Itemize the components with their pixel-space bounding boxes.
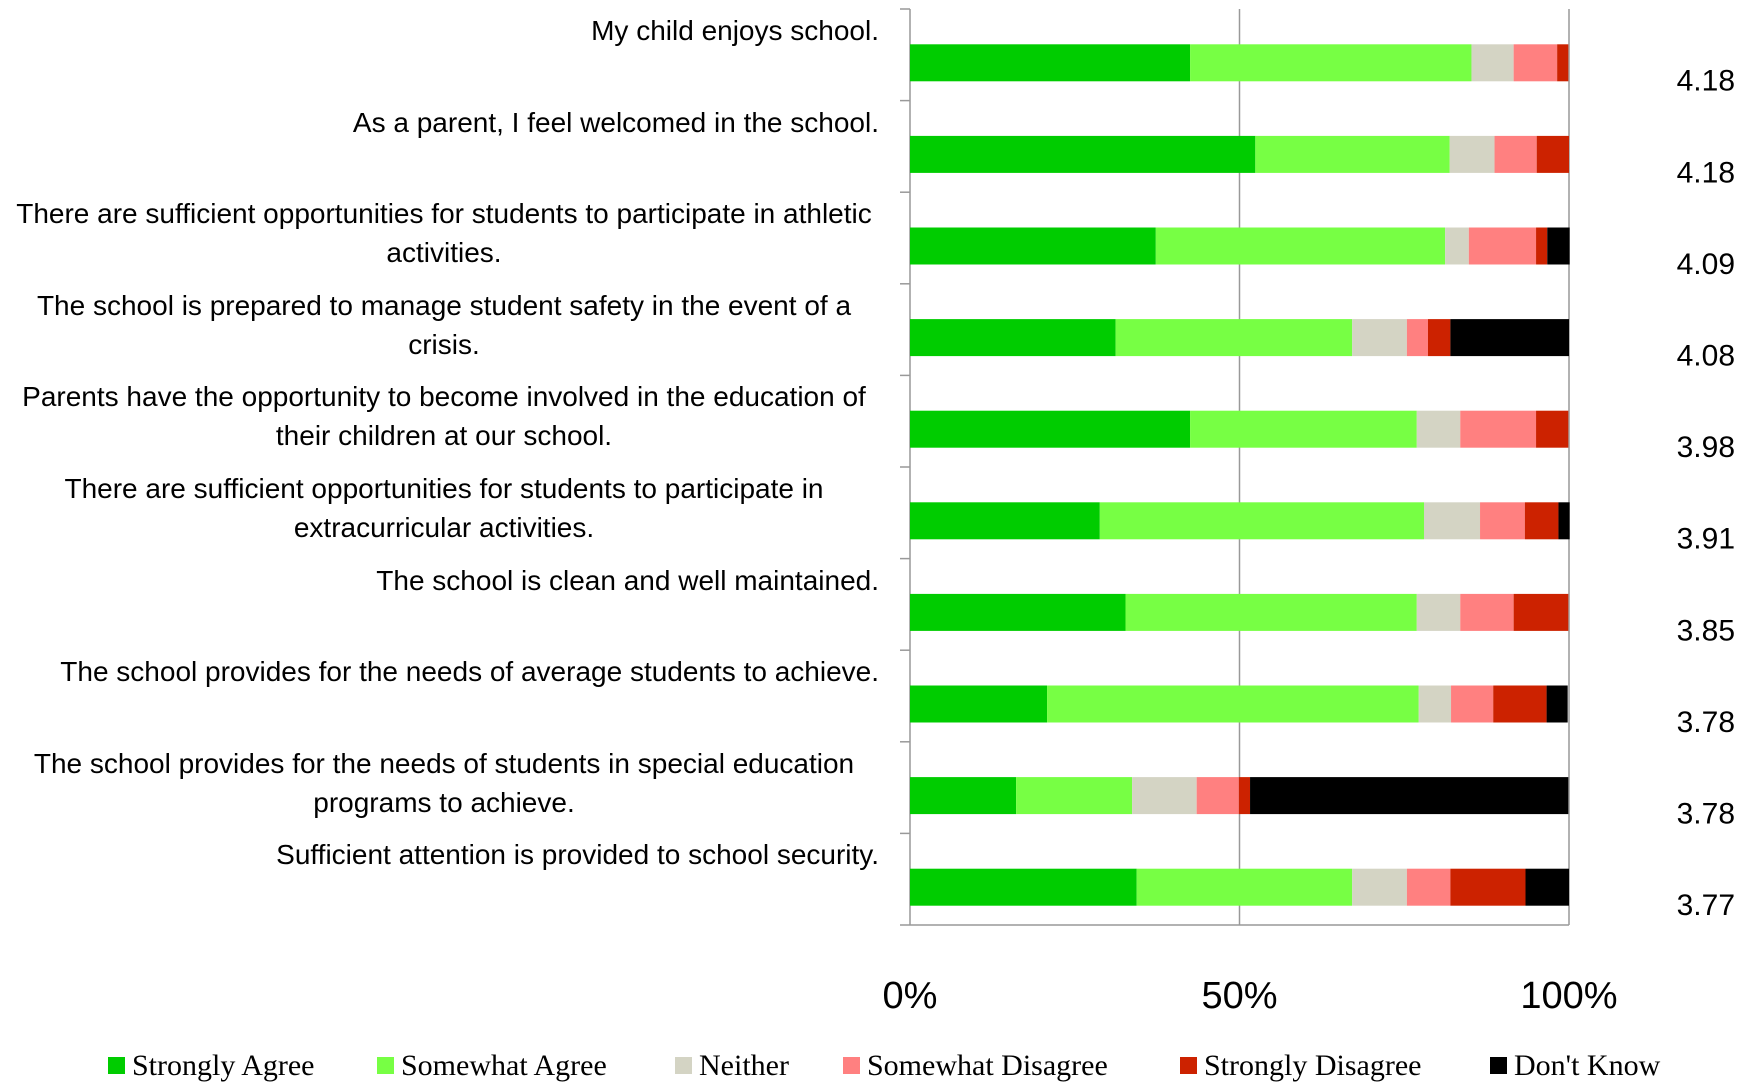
bar-segment	[1460, 593, 1514, 631]
bar-segment	[1480, 502, 1525, 540]
legend-swatch	[1180, 1057, 1197, 1074]
score-label: 3.98	[1677, 431, 1735, 464]
category-label: The school provides for the needs of stu…	[33, 747, 855, 818]
category-label: The school is prepared to manage student…	[36, 289, 852, 360]
bar-segment	[1460, 410, 1537, 448]
bar-segment	[1099, 502, 1425, 540]
bar-segment	[1125, 593, 1417, 631]
bar-segment	[1250, 777, 1569, 815]
bar-segment	[1196, 777, 1239, 815]
legend-swatch	[108, 1057, 125, 1074]
category-label: My child enjoys school.	[591, 15, 879, 46]
bar-segment	[1525, 868, 1569, 906]
bar-segment	[1352, 868, 1407, 906]
legend-swatch	[675, 1057, 692, 1074]
score-label: 4.09	[1677, 248, 1735, 281]
score-label: 3.77	[1677, 889, 1735, 922]
legend-label: Somewhat Agree	[401, 1049, 607, 1082]
bar-segment	[1468, 227, 1537, 265]
category-label: Parents have the opportunity to become i…	[22, 381, 866, 452]
bar-segment	[1445, 227, 1469, 265]
legend-label: Somewhat Disagree	[867, 1049, 1108, 1082]
bar-segment	[1450, 868, 1526, 906]
bar-segment	[910, 868, 1137, 906]
bar-segment	[1047, 685, 1419, 723]
bar-segment	[1424, 502, 1481, 540]
bar-segment	[910, 593, 1126, 631]
x-tick-label: 50%	[1201, 975, 1277, 1017]
bar-segment	[1255, 135, 1450, 173]
bar-segment	[1494, 135, 1537, 173]
bar-segment	[1132, 777, 1197, 815]
bar-segment	[910, 685, 1048, 723]
legend-label: Neither	[699, 1049, 789, 1082]
x-tick-label: 0%	[883, 975, 938, 1017]
score-label: 3.91	[1677, 523, 1735, 556]
bar-segment	[1190, 44, 1472, 82]
bar-segment	[1547, 227, 1570, 265]
bar-segment	[1451, 685, 1494, 723]
score-label: 4.18	[1677, 156, 1735, 189]
bar-segment	[1471, 44, 1514, 82]
legend-swatch	[1490, 1057, 1507, 1074]
score-label: 3.85	[1677, 614, 1735, 647]
x-tick-label: 100%	[1520, 975, 1617, 1017]
bar-segment	[1238, 777, 1251, 815]
legend-label: Don't Know	[1514, 1049, 1661, 1082]
category-label: Sufficient attention is provided to scho…	[276, 839, 879, 871]
bar-segment	[910, 410, 1191, 448]
bar-segment	[1513, 44, 1558, 82]
bar-segment	[1115, 319, 1353, 357]
bar-segment	[1557, 44, 1569, 82]
bar-segment	[1536, 227, 1548, 265]
bar-segment	[1524, 502, 1559, 540]
bar-segment	[1513, 593, 1569, 631]
score-label: 3.78	[1677, 706, 1735, 739]
category-label: The school is clean and well maintained.	[376, 564, 879, 596]
category-label: There are sufficient opportunities for s…	[64, 473, 824, 543]
bar-segment	[1418, 685, 1452, 723]
legend-swatch	[843, 1057, 860, 1074]
score-label: 4.08	[1677, 340, 1735, 373]
score-label: 3.78	[1677, 798, 1735, 831]
bar-segment	[1406, 868, 1451, 906]
bar-segment	[1558, 502, 1570, 540]
category-label: There are sufficient opportunities for s…	[16, 198, 872, 269]
bar-segment	[1016, 777, 1133, 815]
bar-segment	[1546, 685, 1568, 723]
category-label: As a parent, I feel welcomed in the scho…	[352, 106, 879, 138]
bar-segment	[1416, 410, 1461, 448]
bar-segment	[910, 319, 1116, 357]
bar-segment	[1493, 685, 1547, 723]
bar-segment	[1406, 319, 1428, 357]
legend-label: Strongly Agree	[132, 1049, 314, 1082]
legend-swatch	[377, 1057, 394, 1074]
bar-segment	[1536, 135, 1569, 173]
bar-segment	[910, 44, 1191, 82]
bar-segment	[1427, 319, 1451, 357]
bar-segment	[1450, 319, 1569, 357]
bar-segment	[1352, 319, 1407, 357]
bar-segment	[910, 777, 1017, 815]
bar-segment	[1136, 868, 1353, 906]
category-label: The school provides for the needs of ave…	[60, 656, 879, 688]
score-label: 4.18	[1677, 65, 1735, 98]
bar-segment	[1536, 410, 1569, 448]
bar-segment	[1190, 410, 1417, 448]
bar-segment	[910, 135, 1256, 173]
legend-label: Strongly Disagree	[1204, 1049, 1421, 1082]
bar-segment	[910, 227, 1156, 265]
bar-segment	[1155, 227, 1446, 265]
bar-segment	[910, 502, 1100, 540]
bar-segment	[1449, 135, 1495, 173]
bar-segment	[1416, 593, 1461, 631]
